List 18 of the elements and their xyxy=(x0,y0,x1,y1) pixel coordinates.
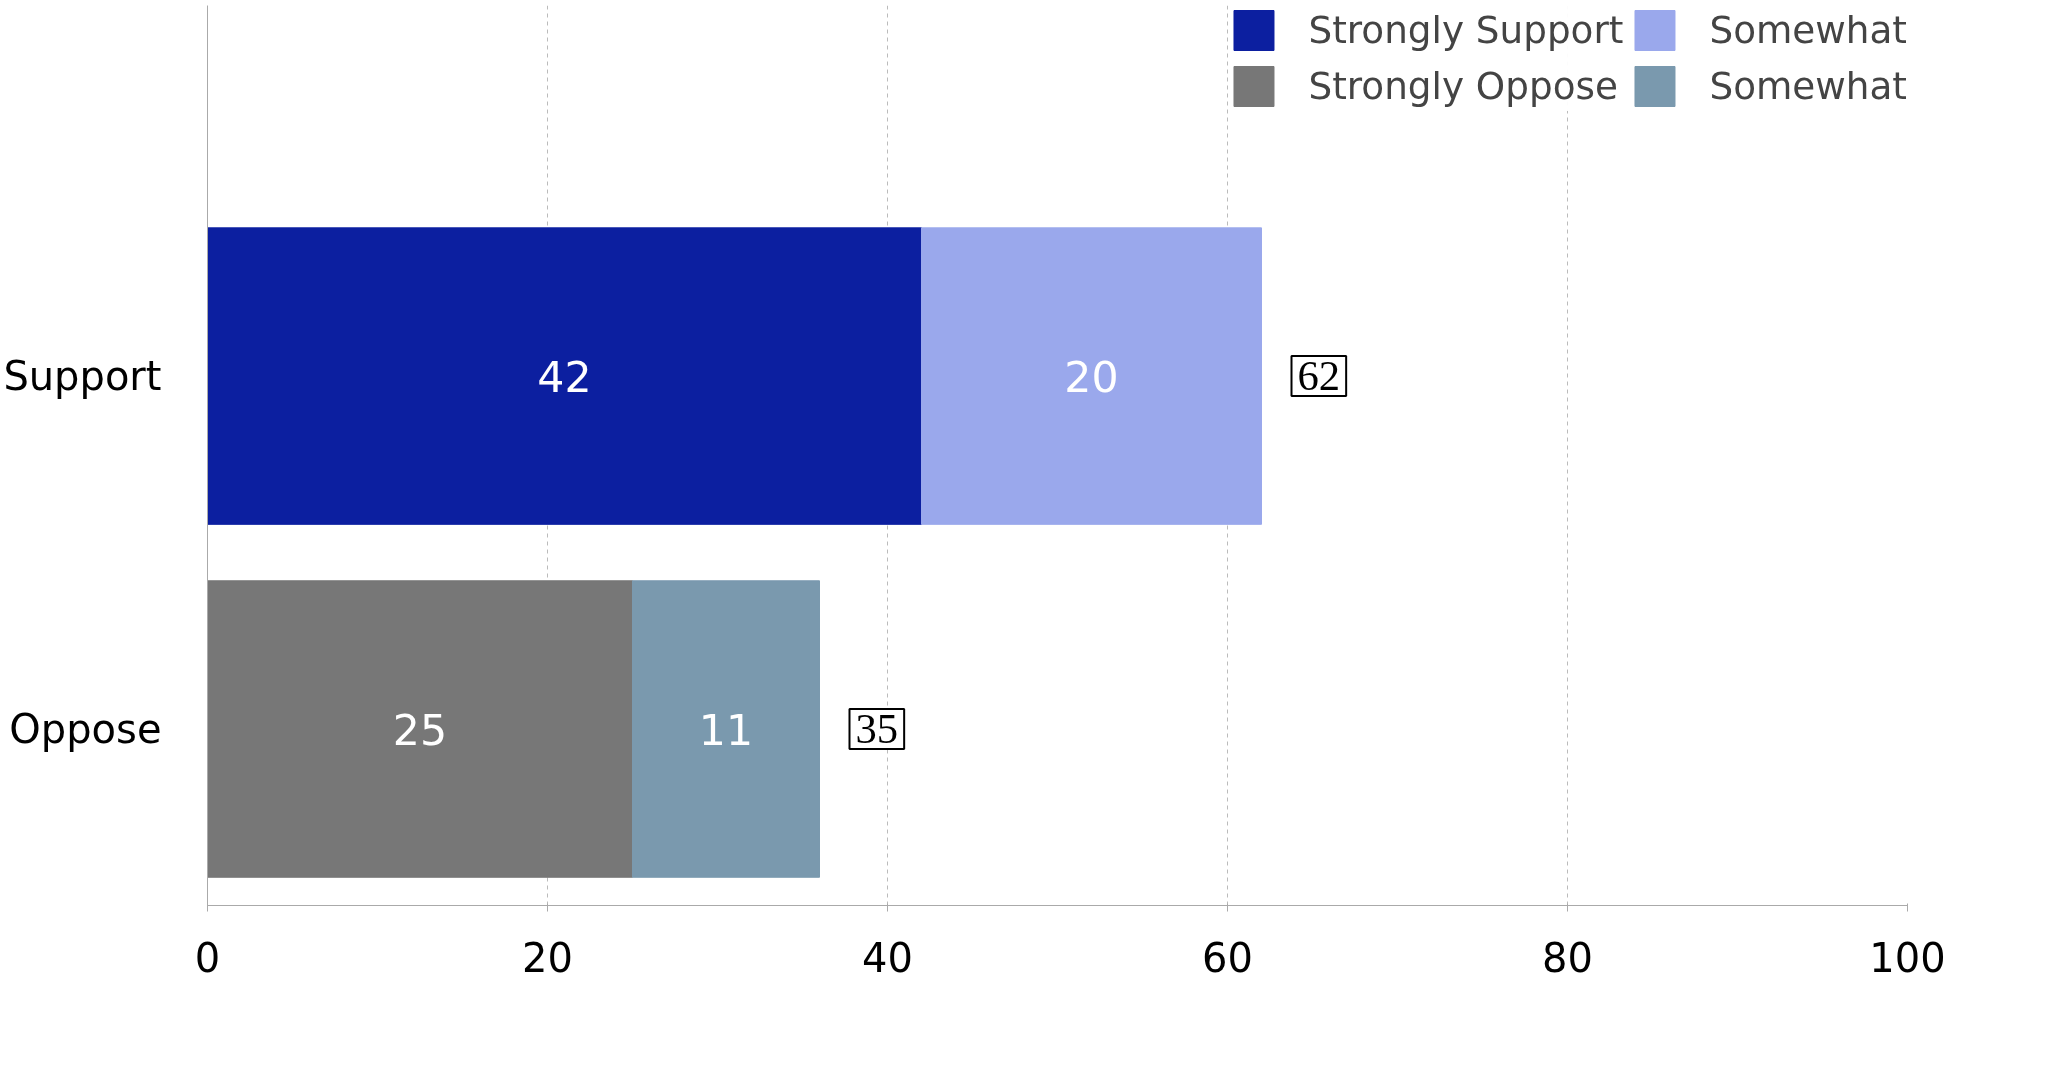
x-tick-label: 0 xyxy=(194,934,221,981)
data-label: 11 xyxy=(698,704,754,755)
x-tick-label: 40 xyxy=(862,934,913,981)
y-tick-label: Support xyxy=(3,353,162,400)
legend-label: Somewhat xyxy=(1709,8,1907,52)
legend-label: Strongly Support xyxy=(1308,8,1624,52)
y-tick-label: Oppose xyxy=(9,706,162,753)
x-tick-label: 20 xyxy=(522,934,573,981)
data-label: 20 xyxy=(1064,351,1119,402)
x-tick-label: 80 xyxy=(1542,934,1593,981)
legend-label: Strongly Oppose xyxy=(1308,64,1618,108)
data-label: 25 xyxy=(392,704,448,755)
legend-label: Somewhat xyxy=(1709,64,1907,108)
data-label: 42 xyxy=(537,351,592,402)
x-tick-label: 60 xyxy=(1202,934,1253,981)
total-label: 62 xyxy=(1297,352,1341,400)
x-tick-label: 100 xyxy=(1869,934,1946,981)
total-label: 35 xyxy=(855,705,899,753)
